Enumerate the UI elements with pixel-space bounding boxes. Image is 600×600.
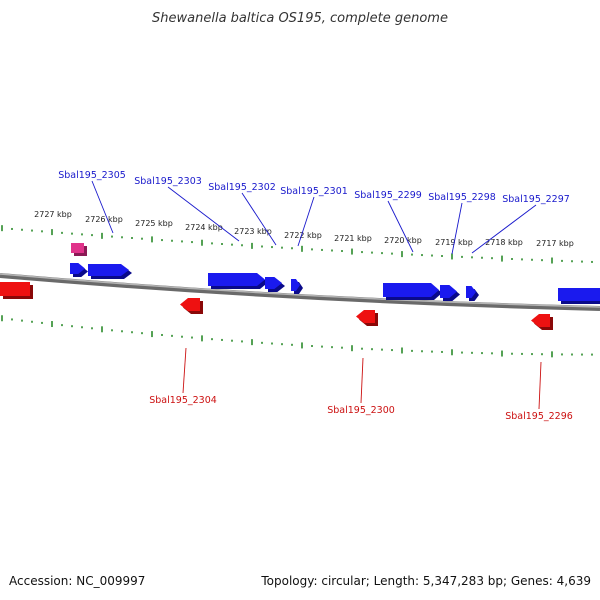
gene-label: Sbal195_2305 — [58, 170, 126, 181]
gene-label: Sbal195_2304 — [149, 395, 217, 406]
label-leader — [167, 186, 240, 242]
label-leaders — [91, 180, 542, 410]
scale-label: 2720 kbp — [384, 236, 422, 245]
genome-backbone — [0, 273, 600, 311]
gene-feature — [466, 286, 479, 301]
label-leader — [387, 200, 414, 253]
gene-feature — [180, 298, 203, 314]
gene-label: Sbal195_2303 — [134, 176, 202, 187]
gene-feature — [70, 263, 88, 277]
accession-text: Accession: NC_009997 — [9, 574, 145, 588]
scale-label: 2725 kbp — [135, 219, 173, 228]
scale-ticks-bottom — [1, 315, 593, 358]
gene-feature — [291, 279, 303, 294]
gene-feature — [88, 264, 132, 279]
gene-feature — [71, 243, 87, 256]
gene-label: Sbal195_2301 — [280, 186, 348, 197]
gene-label: Sbal195_2300 — [327, 405, 395, 416]
gene-feature — [208, 273, 268, 289]
label-leader — [182, 347, 187, 394]
scale-label: 2717 kbp — [536, 239, 574, 248]
map-title: Shewanella baltica OS195, complete genom… — [152, 11, 448, 26]
gene-labels: Sbal195_2305 Sbal195_2303 Sbal195_2302 Sbal… — [58, 170, 573, 422]
gene-feature — [558, 288, 600, 304]
scale-label: 2721 kbp — [334, 234, 372, 243]
label-leader — [451, 202, 463, 255]
gene-label: Sbal195_2298 — [428, 192, 496, 203]
scale-label: 2723 kbp — [234, 227, 272, 236]
gene-label: Sbal195_2297 — [502, 194, 570, 205]
gene-feature — [383, 283, 442, 300]
gene-label: Sbal195_2302 — [208, 182, 276, 193]
scale-ticks-top — [1, 225, 593, 264]
label-leader — [297, 196, 315, 247]
label-leader — [241, 192, 277, 246]
label-leader — [360, 357, 364, 404]
scale-label: 2727 kbp — [34, 210, 72, 219]
gene-label: Sbal195_2299 — [354, 190, 422, 201]
gene-label: Sbal195_2296 — [505, 411, 573, 422]
genes — [0, 243, 600, 330]
gene-feature — [531, 314, 553, 330]
gene-feature — [265, 277, 285, 292]
gene-feature — [0, 282, 33, 299]
label-leader — [538, 361, 542, 410]
scale-label: 2722 kbp — [284, 231, 322, 240]
genome-summary-text: Topology: circular; Length: 5,347,283 bp… — [260, 574, 591, 588]
scale-label: 2724 kbp — [185, 223, 223, 232]
scale-label: 2726 kbp — [85, 215, 123, 224]
label-leader — [471, 204, 537, 254]
gene-feature — [356, 310, 378, 326]
scale-label: 2718 kbp — [485, 238, 523, 247]
label-leader — [91, 180, 114, 234]
gene-feature — [440, 285, 460, 301]
